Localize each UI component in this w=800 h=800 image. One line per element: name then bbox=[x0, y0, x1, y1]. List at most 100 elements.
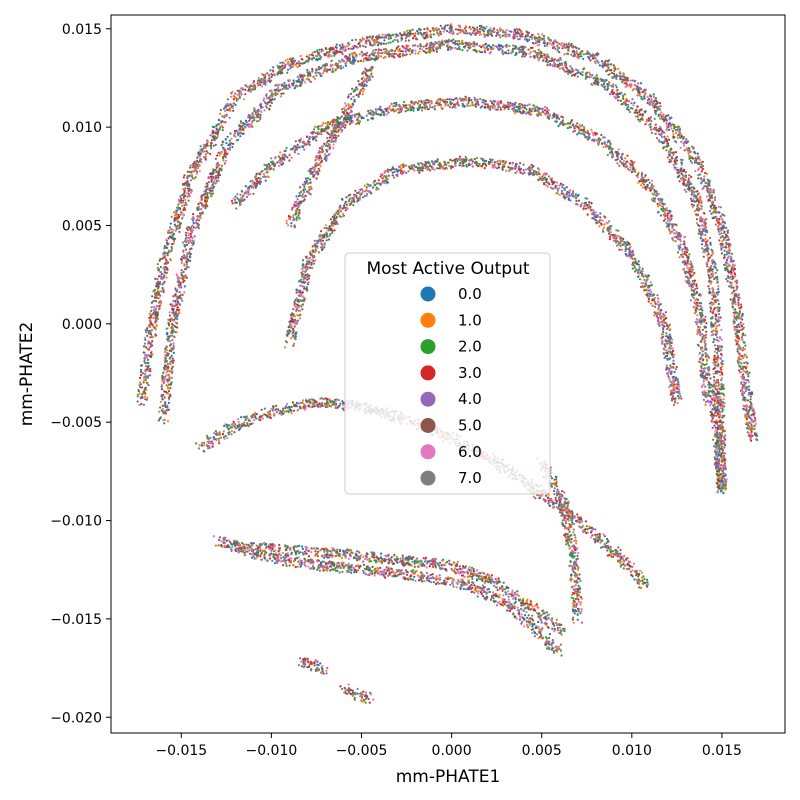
data-point bbox=[365, 54, 368, 57]
data-point bbox=[639, 82, 643, 85]
data-point bbox=[710, 190, 714, 193]
data-point bbox=[158, 270, 161, 273]
data-point bbox=[681, 182, 685, 185]
data-point bbox=[185, 203, 188, 206]
data-point bbox=[136, 400, 139, 403]
data-point bbox=[189, 164, 192, 167]
data-point bbox=[245, 120, 248, 123]
data-point bbox=[602, 63, 605, 66]
data-point bbox=[693, 210, 697, 213]
data-point bbox=[386, 52, 390, 55]
data-point bbox=[350, 47, 353, 50]
data-point bbox=[718, 217, 721, 220]
data-point bbox=[667, 138, 671, 141]
data-point bbox=[243, 98, 246, 101]
data-point bbox=[713, 294, 717, 297]
data-point bbox=[279, 95, 283, 98]
data-point bbox=[753, 427, 756, 430]
data-point bbox=[355, 55, 358, 58]
data-point bbox=[209, 172, 212, 175]
data-point bbox=[640, 97, 643, 100]
data-point bbox=[264, 83, 267, 86]
data-point bbox=[189, 259, 192, 262]
data-point bbox=[690, 175, 693, 178]
data-point bbox=[222, 141, 225, 144]
data-point bbox=[189, 252, 192, 256]
data-point bbox=[546, 64, 549, 67]
data-point bbox=[185, 243, 189, 246]
data-point bbox=[440, 42, 443, 45]
data-point bbox=[257, 84, 260, 87]
data-point bbox=[720, 353, 723, 356]
data-point bbox=[749, 407, 752, 410]
data-point bbox=[188, 251, 191, 254]
data-point bbox=[285, 84, 288, 87]
data-point bbox=[361, 54, 364, 57]
data-point bbox=[165, 359, 169, 363]
data-point bbox=[345, 61, 348, 64]
data-point bbox=[183, 189, 186, 193]
data-point bbox=[537, 33, 540, 36]
data-point bbox=[166, 362, 169, 365]
data-point bbox=[707, 274, 711, 278]
data-point bbox=[381, 52, 384, 55]
data-point bbox=[732, 322, 735, 325]
data-point bbox=[474, 33, 477, 37]
data-point bbox=[181, 201, 185, 204]
data-point bbox=[711, 216, 714, 220]
data-point bbox=[233, 132, 237, 135]
data-point bbox=[470, 42, 473, 46]
data-point bbox=[188, 227, 192, 230]
data-point bbox=[722, 421, 725, 424]
data-point bbox=[719, 316, 722, 319]
data-point bbox=[175, 308, 179, 311]
data-point bbox=[271, 97, 274, 101]
data-point bbox=[735, 335, 738, 338]
data-point bbox=[252, 80, 256, 83]
data-point bbox=[622, 73, 625, 76]
data-point bbox=[704, 233, 707, 236]
data-point bbox=[315, 74, 318, 77]
data-point bbox=[281, 71, 284, 75]
data-point bbox=[432, 33, 436, 36]
data-point bbox=[144, 377, 148, 380]
data-point bbox=[172, 342, 175, 345]
data-point bbox=[360, 59, 363, 63]
data-point bbox=[149, 343, 152, 346]
data-point bbox=[640, 117, 643, 120]
data-point bbox=[269, 104, 272, 107]
data-point bbox=[748, 388, 751, 391]
data-point bbox=[532, 50, 535, 53]
data-point bbox=[523, 38, 527, 41]
data-point bbox=[144, 370, 147, 373]
data-point bbox=[181, 241, 185, 244]
data-point bbox=[202, 147, 205, 150]
data-point bbox=[507, 49, 510, 52]
data-point bbox=[400, 50, 403, 53]
data-point bbox=[723, 249, 726, 252]
data-point bbox=[461, 39, 464, 42]
data-point bbox=[343, 49, 346, 52]
data-point bbox=[705, 172, 709, 175]
data-point bbox=[686, 140, 690, 143]
data-point bbox=[692, 195, 696, 198]
data-point bbox=[175, 273, 178, 276]
data-point bbox=[735, 318, 738, 321]
data-point bbox=[168, 344, 172, 347]
data-point bbox=[615, 95, 618, 98]
data-point bbox=[699, 173, 702, 176]
data-point bbox=[220, 121, 223, 124]
data-point bbox=[220, 164, 224, 167]
data-point bbox=[167, 396, 170, 399]
data-point bbox=[163, 366, 166, 369]
data-point bbox=[167, 408, 170, 411]
data-point bbox=[251, 112, 254, 116]
data-point bbox=[716, 354, 719, 357]
data-point bbox=[515, 28, 518, 31]
data-point bbox=[465, 29, 468, 32]
data-point bbox=[232, 109, 235, 112]
data-point bbox=[161, 395, 164, 398]
data-point bbox=[205, 150, 208, 153]
data-point bbox=[166, 252, 169, 255]
data-point bbox=[699, 195, 702, 198]
